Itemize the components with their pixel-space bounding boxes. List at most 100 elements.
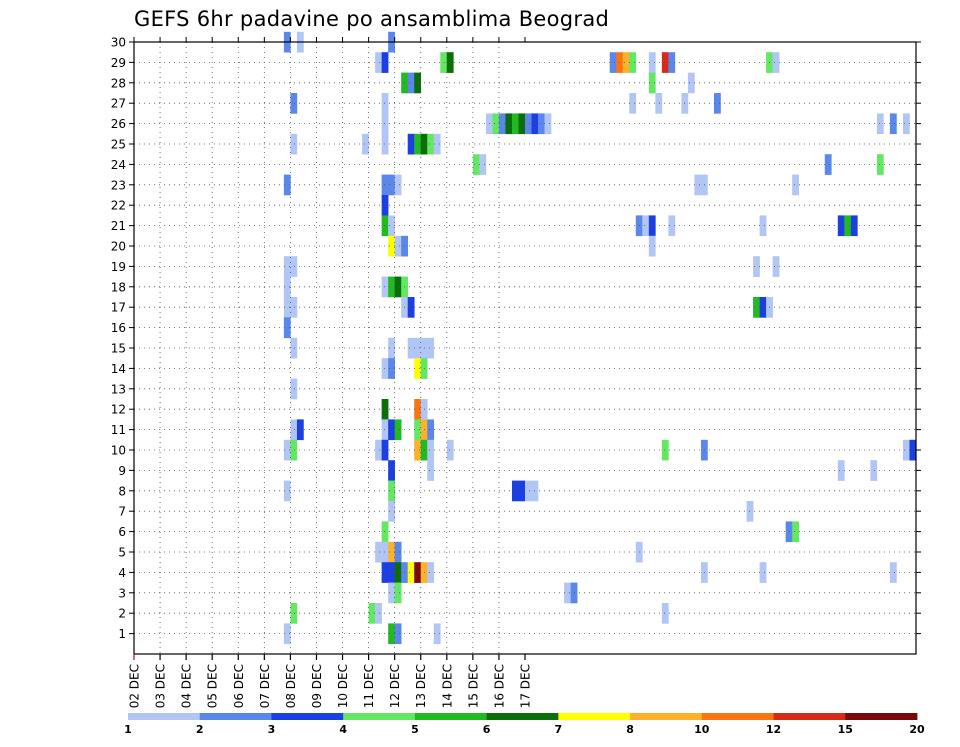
heatmap-cell [505,113,513,135]
colorbar-swatch [630,713,703,720]
y-tick-label: 6 [118,525,126,539]
heatmap-cell [290,297,298,318]
heatmap-cell [414,72,422,94]
heatmap-cell [290,133,298,155]
heatmap-cell [648,215,656,237]
heatmap-cell [283,276,291,298]
colorbar-label: 12 [766,723,781,736]
heatmap-cell [518,113,526,135]
heatmap-cell [889,113,897,135]
y-tick-label: 21 [111,219,126,233]
heatmap-cell [433,133,441,155]
heatmap-cell [290,419,298,441]
y-tick-label: 19 [111,260,126,274]
colorbar-label: 4 [339,723,347,736]
heatmap-cell [492,113,500,135]
heatmap-cell [388,623,395,645]
x-tick-label: 17 DEC [519,664,533,708]
y-tick-label: 4 [118,566,126,580]
x-tick-label: 16 DEC [492,664,506,708]
heatmap-cell [446,439,454,461]
colorbar-swatch [128,713,201,720]
heatmap-cell [407,72,415,94]
heatmap-cell [388,215,395,237]
heatmap-cell [394,562,402,583]
heatmap-cell [759,215,767,237]
colorbar-label: 3 [268,723,276,736]
x-tick-label: 11 DEC [362,664,376,708]
heatmap-cell [375,603,382,624]
heatmap-cell [440,52,448,73]
heatmap-cell [427,439,435,461]
x-tick-label: 10 DEC [336,664,350,708]
heatmap-cell [283,439,291,461]
heatmap-cell [375,541,382,563]
y-tick-label: 8 [118,484,126,498]
heatmap-cell [407,297,415,318]
heatmap-cell [648,72,656,94]
x-tick-label: 09 DEC [310,664,324,708]
heatmap-cell [427,460,435,481]
colorbar-swatch [199,713,272,720]
heatmap-cell [759,297,767,318]
heatmap-cell [381,195,389,216]
heatmap-cell [381,52,389,73]
heatmap-cell [283,623,291,645]
colorbar-swatch [343,713,416,720]
heatmap-cell [414,399,422,420]
heatmap-cell [375,439,382,461]
heatmap-cell [381,521,389,543]
heatmap-cell [283,174,291,196]
heatmap-cell [394,582,402,604]
heatmap-cell [472,154,480,175]
heatmap-cell [381,215,389,237]
y-tick-label: 7 [118,505,126,519]
y-tick-label: 3 [118,586,126,600]
y-tick-label: 30 [111,36,126,50]
heatmap-cell [518,480,526,502]
heatmap-cell [759,562,767,583]
heatmap-cell [655,93,663,114]
heatmap-cell [290,256,298,277]
heatmap-cell [642,215,650,237]
heatmap-cell [388,562,395,583]
heatmap-cell [902,113,910,135]
heatmap-cell [368,603,376,624]
colorbar-swatch [845,713,918,720]
heatmap-cell [381,133,389,155]
heatmap-cell [362,133,369,155]
y-tick-label: 13 [111,382,126,396]
colorbar-label: 10 [694,723,710,736]
y-tick-label: 9 [118,464,126,478]
y-tick-label: 18 [111,280,126,294]
colorbar-label: 7 [555,723,563,736]
heatmap-cell [388,419,395,441]
heatmap-cell [564,582,571,604]
cells-layer [283,31,917,645]
colorbar-label: 15 [838,723,853,736]
heatmap-cell [388,235,395,257]
heatmap-cell [668,52,676,73]
y-tick-label: 16 [111,321,126,335]
heatmap-cell [427,562,435,583]
heatmap-cell [414,562,422,583]
heatmap-cell [876,154,884,175]
colorbar-swatch [271,713,344,720]
x-tick-label: 07 DEC [258,664,272,708]
heatmap-cell [394,623,402,645]
heatmap-cell [629,93,637,114]
heatmap-cell [394,541,402,563]
heatmap-cell [290,378,298,400]
heatmap-cell [511,113,519,135]
heatmap-cell [388,501,395,522]
y-tick-label: 20 [111,240,126,254]
heatmap-cell [902,439,910,461]
x-tick-label: 02 DEC [128,664,142,708]
heatmap-cell [837,460,845,481]
heatmap-cell [609,52,617,73]
y-tick-label: 14 [111,362,126,376]
heatmap-cell [388,358,395,379]
heatmap-cell [388,174,395,196]
heatmap-cell [753,256,760,277]
heatmap-cell [870,460,878,481]
